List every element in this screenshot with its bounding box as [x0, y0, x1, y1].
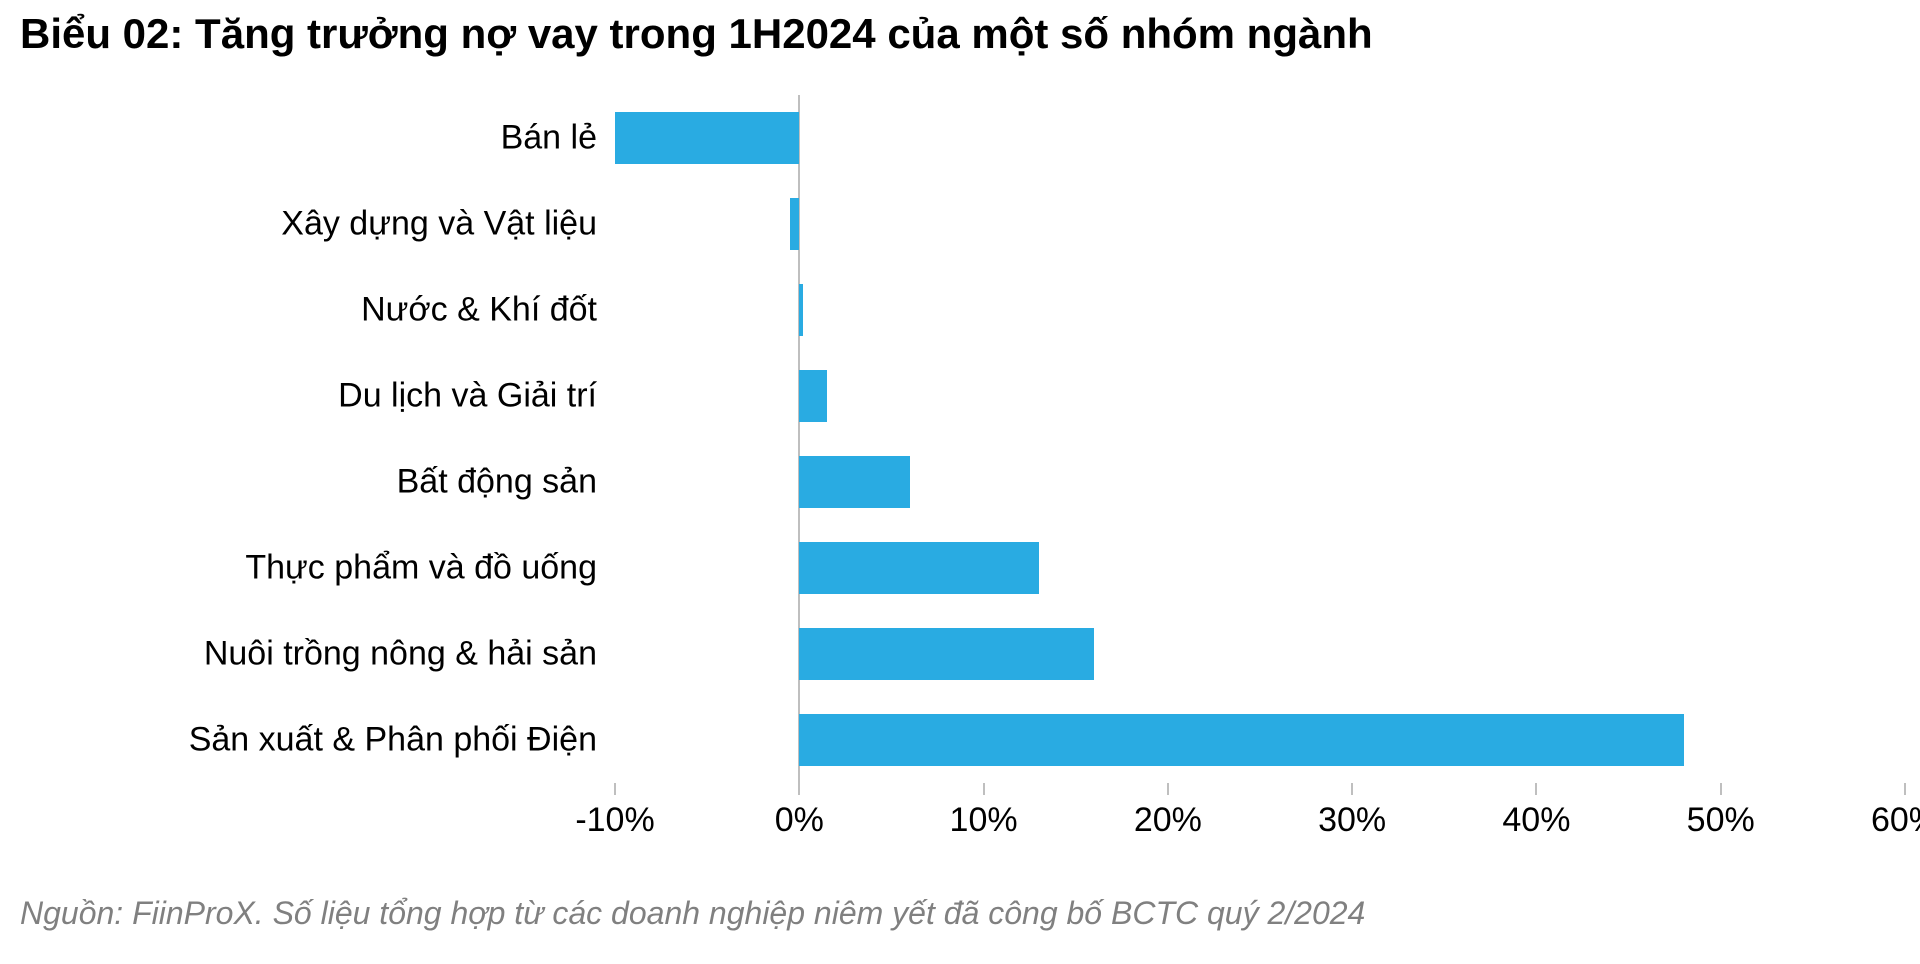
- bar: [799, 714, 1684, 766]
- x-tick-mark: [1720, 783, 1722, 795]
- x-tick-label: 40%: [1502, 801, 1570, 840]
- x-tick-mark: [1904, 783, 1906, 795]
- x-tick-mark: [1351, 783, 1353, 795]
- x-tick-label: 30%: [1318, 801, 1386, 840]
- x-tick-label: 20%: [1134, 801, 1202, 840]
- category-label: Bán lẻ: [501, 119, 597, 158]
- category-label: Thực phẩm và đồ uống: [245, 549, 597, 588]
- chart-title: Biểu 02: Tăng trưởng nợ vay trong 1H2024…: [20, 10, 1373, 58]
- category-label: Sản xuất & Phân phối Điện: [189, 721, 597, 760]
- x-tick-mark: [614, 783, 616, 795]
- bar: [799, 628, 1094, 680]
- plot-area: -10%0%10%20%30%40%50%60%Bán lẻXây dựng v…: [615, 95, 1905, 785]
- x-tick-mark: [1167, 783, 1169, 795]
- x-tick-label: -10%: [575, 801, 654, 840]
- category-label: Nước & Khí đốt: [361, 291, 597, 330]
- category-label: Nuôi trồng nông & hải sản: [204, 635, 597, 674]
- x-tick-label: 10%: [950, 801, 1018, 840]
- bar: [799, 456, 910, 508]
- x-tick-mark: [983, 783, 985, 795]
- bar: [799, 284, 803, 336]
- x-tick-label: 50%: [1687, 801, 1755, 840]
- chart-container: Biểu 02: Tăng trưởng nợ vay trong 1H2024…: [0, 0, 1920, 964]
- bar: [799, 370, 827, 422]
- category-label: Xây dựng và Vật liệu: [281, 205, 597, 244]
- x-tick-mark: [798, 783, 800, 795]
- bar: [615, 112, 799, 164]
- bar: [799, 542, 1039, 594]
- bar: [790, 198, 799, 250]
- x-tick-label: 0%: [775, 801, 824, 840]
- x-tick-mark: [1535, 783, 1537, 795]
- chart-footnote: Nguồn: FiinProX. Số liệu tổng hợp từ các…: [20, 895, 1365, 932]
- category-label: Du lịch và Giải trí: [338, 377, 597, 416]
- x-tick-label: 60%: [1871, 801, 1920, 840]
- category-label: Bất động sản: [397, 463, 597, 502]
